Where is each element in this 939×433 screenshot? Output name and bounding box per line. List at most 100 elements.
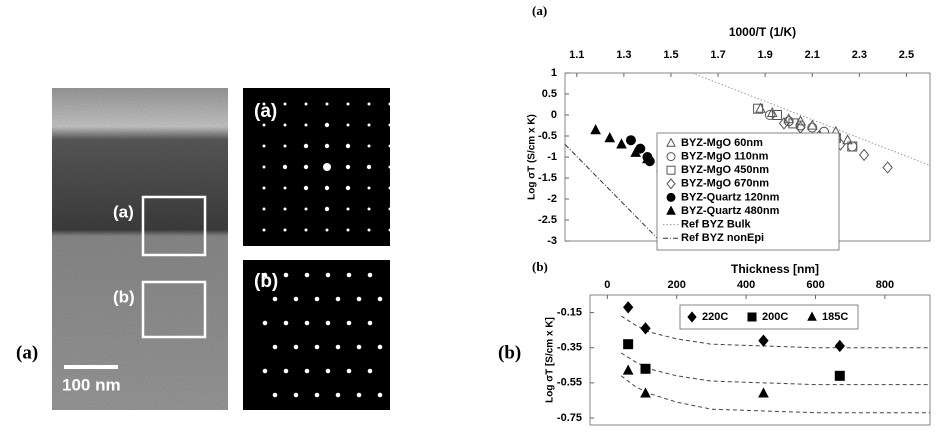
legend-box [679,304,859,330]
diffraction-spot [283,102,287,106]
x-tick-label: 1.5 [663,49,678,61]
diffraction-spot [303,143,309,149]
y-tick-label: -1.5 [538,172,557,184]
diffraction-spot [304,368,310,374]
diffraction-spot [324,185,330,191]
legend-label: 185C [822,311,848,323]
diffraction-spot [324,122,330,128]
diffraction-spot [356,344,362,350]
marker [758,334,769,347]
diffraction-spot [283,272,289,278]
diffraction-spot [346,123,350,127]
marker [640,387,651,398]
diffraction-spot [283,207,287,211]
diffraction-spot [304,102,308,106]
diffraction-label: (b) [254,271,278,292]
diffraction-spot [345,143,351,149]
diffraction-spot [303,164,309,170]
diffraction-spot [282,164,288,170]
diffraction-spot [335,344,341,350]
y-tick-label: 0.5 [542,88,557,100]
marker [590,124,601,135]
legend-label: BYZ-MgO 670nm [681,178,769,190]
diffraction-spot [323,163,331,171]
fit-curve [620,352,930,386]
diffraction-spot [262,186,266,190]
legend-marker [666,165,676,175]
diffraction-spot [325,320,331,326]
legend-box [656,132,840,251]
diffraction-spot [262,123,266,127]
diffraction-spot [345,185,351,191]
chart-title: (a) [532,3,547,18]
legend-marker [666,137,676,147]
marker [807,122,818,133]
y-tick-label: -2 [547,193,557,205]
diffraction-spot [304,272,310,278]
marker [642,153,653,164]
diffraction-spot [262,272,268,278]
diffraction-spot [388,144,392,148]
legend-label: Ref BYZ Bulk [681,219,752,231]
x-tick-label: 1.9 [758,49,773,61]
diffraction-spot [356,392,362,398]
marker [778,117,790,130]
diffraction-spot [345,164,351,170]
marker [882,161,893,174]
x-tick-label: 600 [806,279,824,291]
scale-bar [64,365,118,369]
diffraction-spot [377,296,383,302]
diffraction-spot [324,143,330,149]
diffraction-spot [262,165,266,169]
y-tick-label: -1 [547,151,557,163]
y-axis-label: Log σT [S/cm x K] [545,317,556,403]
marker [834,370,845,381]
reference-line [564,144,660,241]
diffraction-spot [314,344,320,350]
x-axis-label: 1000/T (1/K) [729,25,796,39]
marker [604,132,616,143]
region-box [141,195,207,257]
diffraction-spot [367,102,371,106]
diffraction-spot [283,228,287,232]
diffraction-panels: (a) (b) [243,88,392,410]
legend-marker [666,178,676,190]
marker [640,322,651,335]
y-tick-label: -0.15 [557,306,582,318]
diffraction-spot [293,344,299,350]
diffraction-spot [262,207,266,211]
diffraction-spot [304,320,310,326]
marker [622,364,634,375]
legend-label: 220C [702,311,728,323]
diffraction-spot [262,102,266,106]
tem-micrograph [52,88,228,410]
diffraction-spot [356,296,362,302]
diffraction-spot [293,296,299,302]
diffraction-spot [325,228,329,232]
region-label: (b) [113,287,135,306]
diffraction-spot [325,368,331,374]
marker [625,135,636,146]
plot-frame [589,294,931,426]
diffraction-spot [262,228,266,232]
region-box [141,280,207,339]
reference-line [691,72,931,166]
diffraction-spot [346,228,350,232]
diffraction-spot [367,123,371,127]
diffraction-spot [346,272,352,278]
x-tick-label: 400 [737,279,755,291]
diffraction-spot [346,320,352,326]
diffraction-spot [388,102,392,106]
legend-marker [687,311,697,323]
legend-label: BYZ-MgO 60nm [681,137,763,149]
legend-marker [807,311,817,321]
fit-curve [620,375,930,414]
diffraction-spot [346,207,350,211]
diffraction-pattern [243,260,390,410]
x-tick-label: 1.3 [616,49,631,61]
diffraction-spot [325,102,329,106]
diffraction-spot [303,185,309,191]
tem-image: (a) (b) 100 nm [52,88,228,410]
marker [755,102,766,113]
marker [795,120,806,131]
